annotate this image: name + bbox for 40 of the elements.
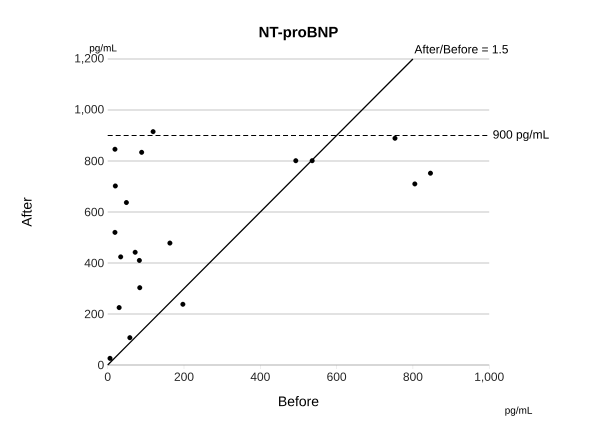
y-tick-label: 200	[84, 310, 104, 318]
y-axis-title: After	[21, 197, 32, 227]
point	[136, 258, 142, 263]
point	[428, 170, 433, 176]
text: pg/mL	[505, 406, 532, 416]
x-tick-label: 1,000	[475, 372, 504, 382]
annotation: After/Before = 1.5	[414, 44, 508, 54]
point	[150, 129, 156, 134]
y-tick-label: 0	[98, 360, 104, 370]
x-tick-label: 0	[104, 372, 111, 381]
y-tick-label: 400	[84, 258, 104, 268]
x-tick-label: 800	[403, 372, 422, 381]
y-tick-label: 1,200	[75, 54, 104, 64]
y-tick-label: 600	[84, 208, 104, 216]
ref-line-label: 900 pg/mL	[493, 130, 549, 142]
point	[392, 136, 398, 141]
point	[293, 158, 298, 164]
x-axis-title: Before	[279, 396, 318, 406]
point	[180, 302, 186, 307]
point	[127, 335, 132, 340]
point	[412, 181, 418, 186]
point	[167, 240, 172, 246]
point	[137, 285, 142, 290]
y-tick-label: 1,000	[75, 105, 104, 115]
point	[112, 183, 118, 188]
text: pg/mL	[90, 44, 117, 54]
chart-title: NT-proBNP	[260, 26, 338, 40]
x-tick-label: 400	[250, 372, 270, 381]
point	[112, 146, 118, 152]
point	[132, 250, 138, 255]
point	[139, 150, 144, 155]
point	[116, 305, 122, 310]
point	[112, 230, 118, 235]
point	[107, 356, 112, 361]
point	[310, 158, 315, 164]
point	[124, 200, 129, 206]
x-tick-label: 600	[327, 372, 346, 381]
point	[118, 254, 124, 260]
y-tick-label: 800	[84, 156, 104, 166]
x-tick-label: 200	[174, 372, 194, 381]
